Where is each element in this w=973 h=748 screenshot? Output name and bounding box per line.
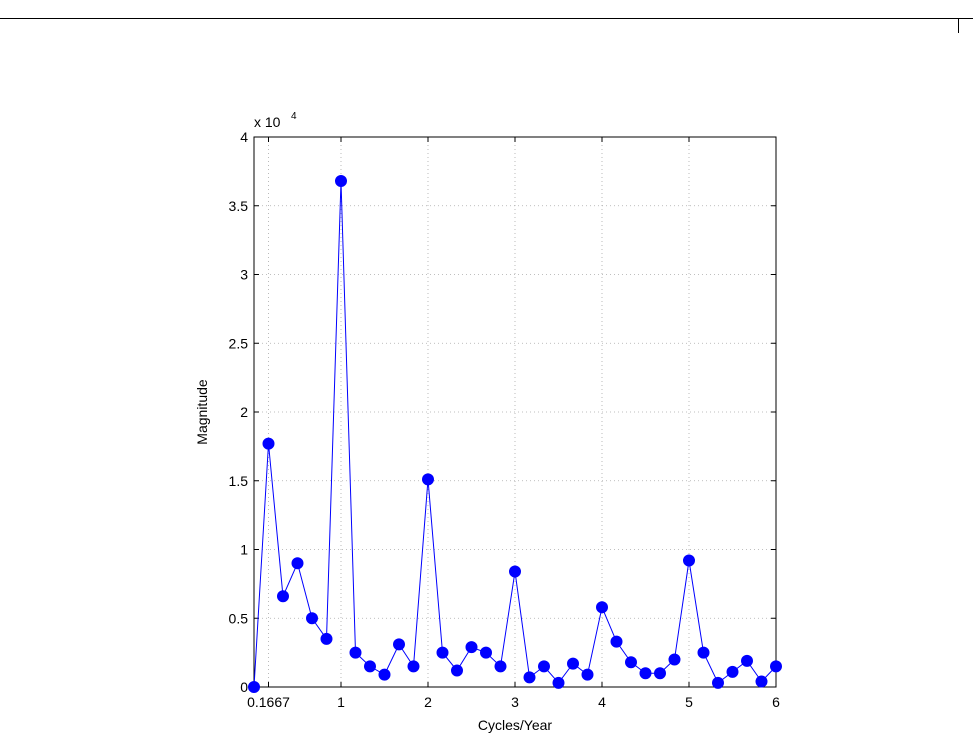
data-point	[320, 632, 333, 645]
data-point	[683, 554, 695, 567]
data-point	[262, 437, 275, 450]
data-point	[422, 473, 434, 486]
data-point	[654, 667, 667, 680]
y-tick-label: 4	[240, 129, 248, 145]
data-point	[624, 656, 637, 669]
data-point	[581, 668, 594, 681]
data-point	[711, 676, 724, 689]
data-point	[610, 635, 623, 648]
y-tick-label: 2	[240, 404, 248, 420]
data-point	[349, 646, 362, 659]
y-tick-label: 0	[240, 679, 248, 695]
x-tick-label: 6	[772, 694, 780, 710]
y-axis-label: Magnitude	[194, 379, 210, 445]
data-point	[248, 681, 260, 693]
x-tick-label: 0.1667	[247, 694, 290, 710]
plot: 0 0.5 1 1.5 2 2.5 3 3.5 4 0.1667 1 2 3 4 5 6 Cycles/Year…	[194, 111, 782, 733]
data-point	[436, 646, 449, 659]
data-point	[639, 667, 652, 680]
x-axis-label: Cycles/Year	[478, 717, 553, 733]
axes-box	[253, 136, 777, 688]
y-tick-label: 3	[240, 267, 248, 283]
data-point	[276, 590, 289, 603]
data-point	[480, 646, 493, 659]
data-point	[509, 565, 521, 578]
data-point	[291, 557, 304, 570]
data-point	[567, 657, 580, 670]
data-point	[726, 665, 739, 678]
y-tick-label: 1.5	[229, 473, 249, 489]
y-multiplier: x 10	[254, 114, 281, 130]
x-tick-label: 3	[511, 694, 519, 710]
data-point	[770, 660, 782, 673]
x-tick-label: 4	[598, 694, 606, 710]
data-point	[552, 676, 565, 689]
x-tick-label: 1	[337, 694, 345, 710]
y-tick-label: 2.5	[229, 335, 249, 351]
data-point	[335, 175, 347, 187]
y-tick-label: 3.5	[229, 198, 249, 214]
x-tick-label: 2	[424, 694, 432, 710]
data-point	[306, 612, 319, 625]
data-point	[363, 660, 376, 673]
y-tick-label: 0.5	[229, 610, 249, 626]
data-point	[450, 664, 463, 677]
data-point	[407, 660, 420, 673]
data-point	[697, 646, 710, 659]
y-tick-label: 1	[240, 542, 248, 558]
data-point	[755, 675, 768, 688]
y-exponent: 4	[291, 111, 297, 122]
data-point	[378, 668, 391, 681]
data-point	[523, 671, 536, 684]
data-point	[465, 641, 478, 654]
data-point	[596, 601, 608, 614]
x-tick-label: 5	[685, 694, 693, 710]
data-point	[741, 654, 754, 667]
data-point	[668, 653, 681, 666]
data-point	[393, 638, 406, 651]
data-point	[537, 660, 550, 673]
data-point	[494, 660, 507, 673]
